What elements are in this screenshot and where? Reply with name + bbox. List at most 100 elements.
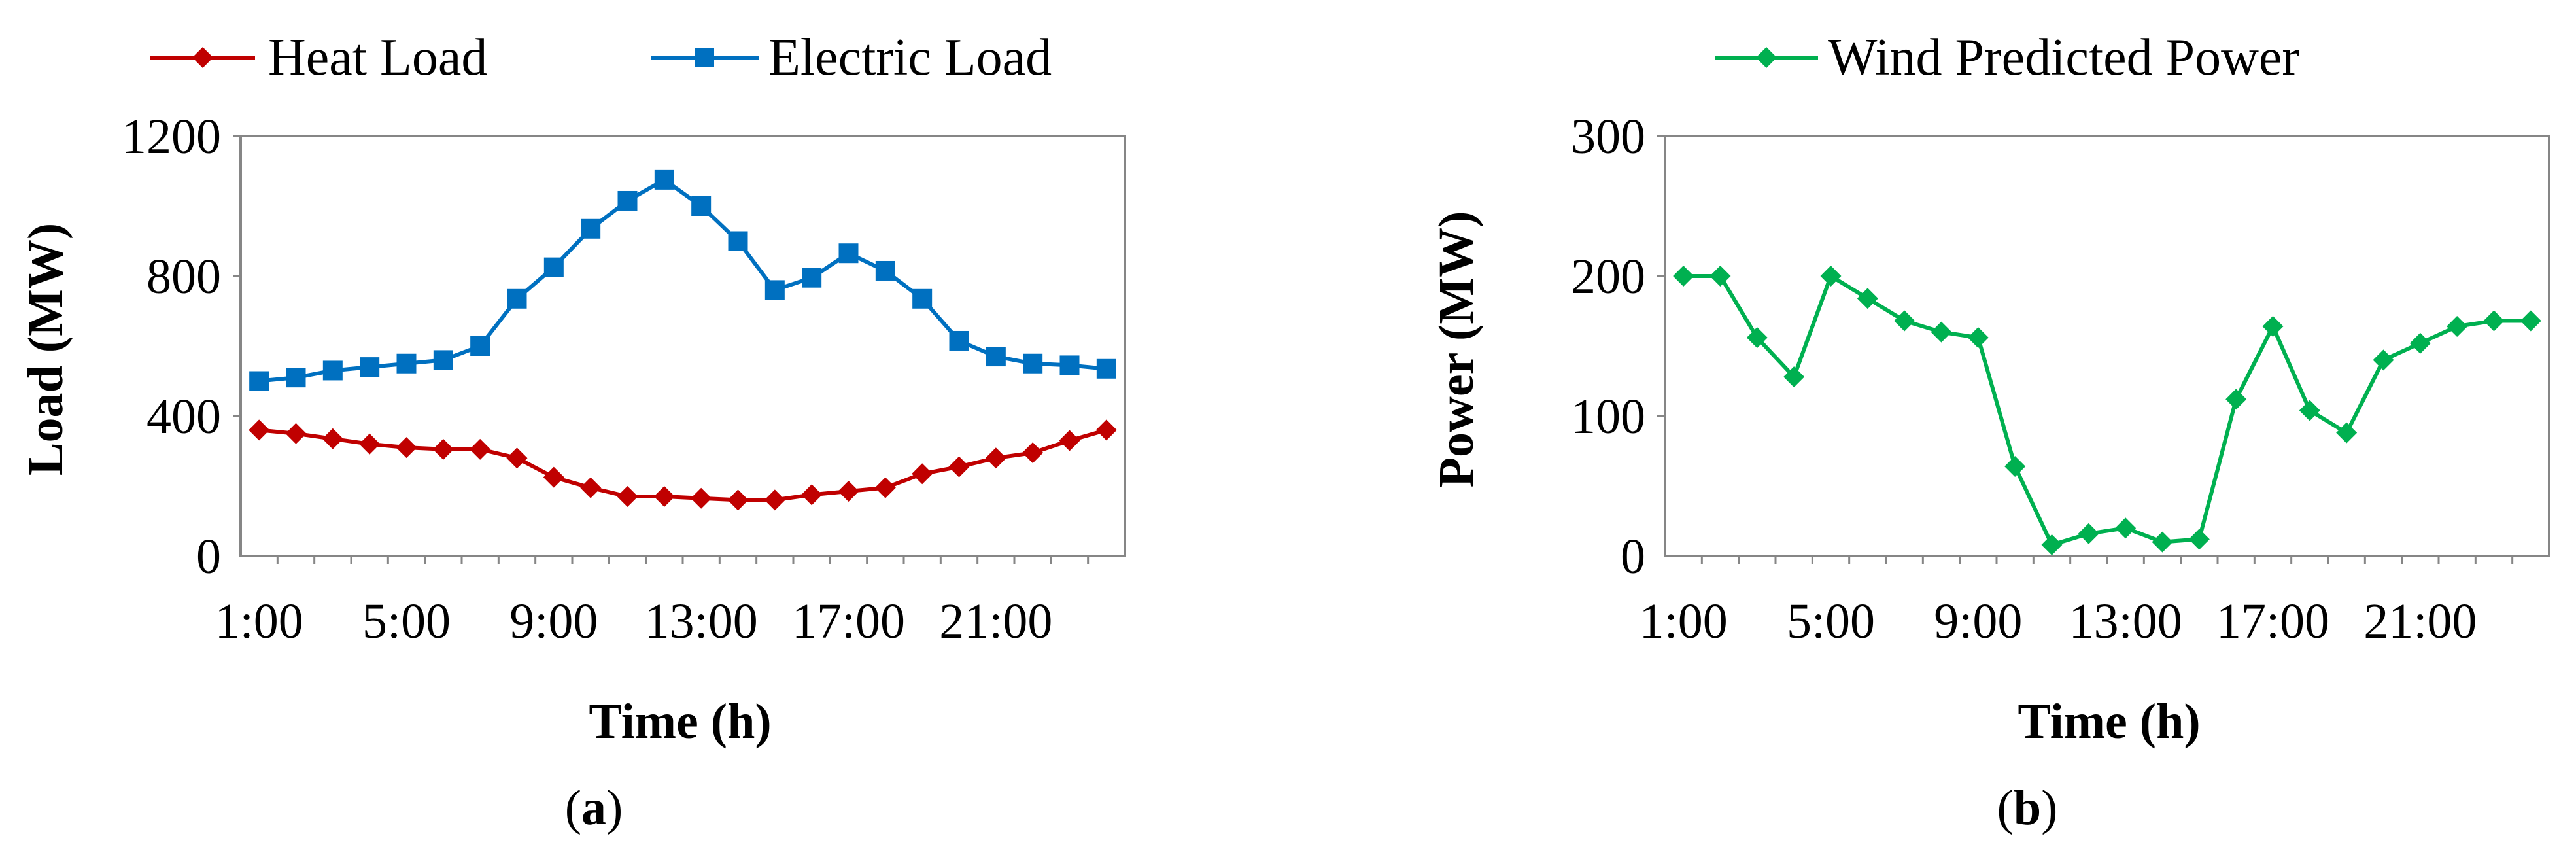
data-point-electric-load <box>728 231 748 251</box>
data-point-wind-predicted-power <box>2373 349 2394 371</box>
data-point-electric-load <box>433 350 453 370</box>
legend-a: Heat Load Electric Load <box>150 29 1052 86</box>
data-point-wind-predicted-power <box>1820 266 1842 287</box>
x-tick-label: 5:00 <box>362 594 451 649</box>
y-tick-label: 400 <box>146 389 221 444</box>
data-point-heat-load <box>1095 419 1117 441</box>
data-point-heat-load <box>249 419 270 441</box>
data-point-electric-load <box>654 169 674 190</box>
legend-entry-electric-load: Electric Load <box>651 29 1052 86</box>
data-point-wind-predicted-power <box>2299 400 2320 421</box>
data-point-heat-load <box>470 438 491 460</box>
data-point-electric-load <box>764 280 785 300</box>
y-axis-title-b: Power (MW) <box>1429 211 1484 488</box>
legend-entry-heat-load: Heat Load <box>150 29 487 86</box>
data-point-wind-predicted-power <box>1931 321 1952 343</box>
data-point-heat-load <box>948 456 970 478</box>
data-point-heat-load <box>359 433 381 455</box>
data-point-heat-load <box>653 486 675 508</box>
series-electric-load <box>249 169 1116 391</box>
x-tick-label: 17:00 <box>792 594 905 649</box>
chart-panel-a: Heat Load Electric Load 0 400 800 1200 1:00… <box>18 29 1126 835</box>
data-point-electric-load <box>360 357 380 377</box>
data-point-heat-load <box>322 428 343 449</box>
data-point-electric-load <box>838 243 859 264</box>
x-tick-label: 17:00 <box>2216 594 2329 649</box>
data-point-heat-load <box>764 489 785 511</box>
data-point-electric-load <box>617 190 638 211</box>
data-point-wind-predicted-power <box>1857 288 1878 309</box>
series-line-wind-predicted-power <box>1683 274 2531 547</box>
y-axis-a: 0 400 800 1200 <box>122 109 241 584</box>
plot-area-a <box>239 135 1126 557</box>
y-tick-label: 100 <box>1571 389 1645 444</box>
legend-swatch-wind-predicted-power-marker <box>1756 47 1777 68</box>
data-point-heat-load <box>838 481 859 502</box>
series-line-heat-load <box>258 428 1107 502</box>
data-point-wind-predicted-power <box>2447 316 2468 338</box>
data-point-heat-load <box>985 447 1006 469</box>
legend-label-heat-load: Heat Load <box>268 29 487 86</box>
y-tick-label: 0 <box>1621 529 1645 584</box>
x-tick-label: 9:00 <box>1934 594 2022 649</box>
data-point-wind-predicted-power <box>1709 266 1731 287</box>
data-point-electric-load <box>543 257 564 277</box>
data-point-wind-predicted-power <box>1783 366 1805 388</box>
data-point-wind-predicted-power <box>1967 327 1989 349</box>
data-point-wind-predicted-power <box>2004 456 2026 478</box>
data-point-heat-load <box>912 463 933 485</box>
y-tick-label: 800 <box>146 249 221 304</box>
data-point-electric-load <box>581 218 601 239</box>
x-axis-b: 1:00 5:00 9:00 13:00 17:00 21:00 <box>1640 556 2514 649</box>
series-wind-predicted-power <box>1673 266 2541 555</box>
data-point-electric-load <box>322 360 343 381</box>
data-point-wind-predicted-power <box>2115 517 2137 539</box>
data-point-electric-load <box>1059 355 1080 375</box>
data-point-electric-load <box>1096 358 1116 379</box>
data-point-heat-load <box>396 437 417 459</box>
legend-label-wind-predicted-power: Wind Predicted Power <box>1828 29 2299 86</box>
x-tick-label: 5:00 <box>1787 594 1875 649</box>
x-tick-label: 13:00 <box>2069 594 2182 649</box>
data-point-wind-predicted-power <box>2520 310 2541 332</box>
data-point-electric-load <box>286 368 306 388</box>
series-heat-load <box>249 419 1117 511</box>
data-point-wind-predicted-power <box>2336 422 2358 444</box>
data-point-electric-load <box>802 268 822 288</box>
data-point-electric-load <box>875 260 895 281</box>
data-point-wind-predicted-power <box>2409 332 2431 354</box>
legend-b: Wind Predicted Power <box>1715 29 2299 86</box>
data-point-wind-predicted-power <box>2225 389 2247 410</box>
data-point-electric-load <box>986 347 1006 367</box>
x-axis-a: 1:00 5:00 9:00 13:00 17:00 21:00 <box>215 556 1090 649</box>
data-point-electric-load <box>912 288 933 309</box>
x-axis-title-a: Time (h) <box>589 694 771 749</box>
series-group-b <box>1673 266 2541 555</box>
data-point-heat-load <box>727 489 749 511</box>
legend-label-electric-load: Electric Load <box>768 29 1052 86</box>
data-point-wind-predicted-power <box>1894 310 1915 332</box>
x-axis-title-b: Time (h) <box>2018 694 2200 749</box>
panel-label-a: (a) <box>565 780 623 835</box>
y-tick-label: 0 <box>196 529 221 584</box>
data-point-wind-predicted-power <box>2188 529 2210 550</box>
data-point-wind-predicted-power <box>2078 523 2099 544</box>
data-point-wind-predicted-power <box>1746 327 1768 349</box>
y-tick-label: 300 <box>1571 109 1645 164</box>
y-axis-b: 0 100 200 300 <box>1571 109 1665 584</box>
data-point-electric-load <box>949 330 969 351</box>
data-point-electric-load <box>507 288 527 309</box>
chart-panel-b: Wind Predicted Power 0 100 200 300 1:00 5:00… <box>1429 29 2550 835</box>
x-tick-label: 21:00 <box>2363 594 2477 649</box>
data-point-wind-predicted-power <box>2262 316 2284 338</box>
panel-label-b-letter: b <box>2014 780 2041 835</box>
data-point-heat-load <box>801 484 823 506</box>
legend-swatch-electric-load-marker <box>695 48 714 67</box>
x-tick-label: 9:00 <box>509 594 598 649</box>
x-tick-label: 13:00 <box>645 594 758 649</box>
data-point-heat-load <box>617 486 638 508</box>
data-point-heat-load <box>285 423 307 444</box>
panel-label-a-letter: a <box>581 780 606 835</box>
data-point-heat-load <box>691 487 712 509</box>
